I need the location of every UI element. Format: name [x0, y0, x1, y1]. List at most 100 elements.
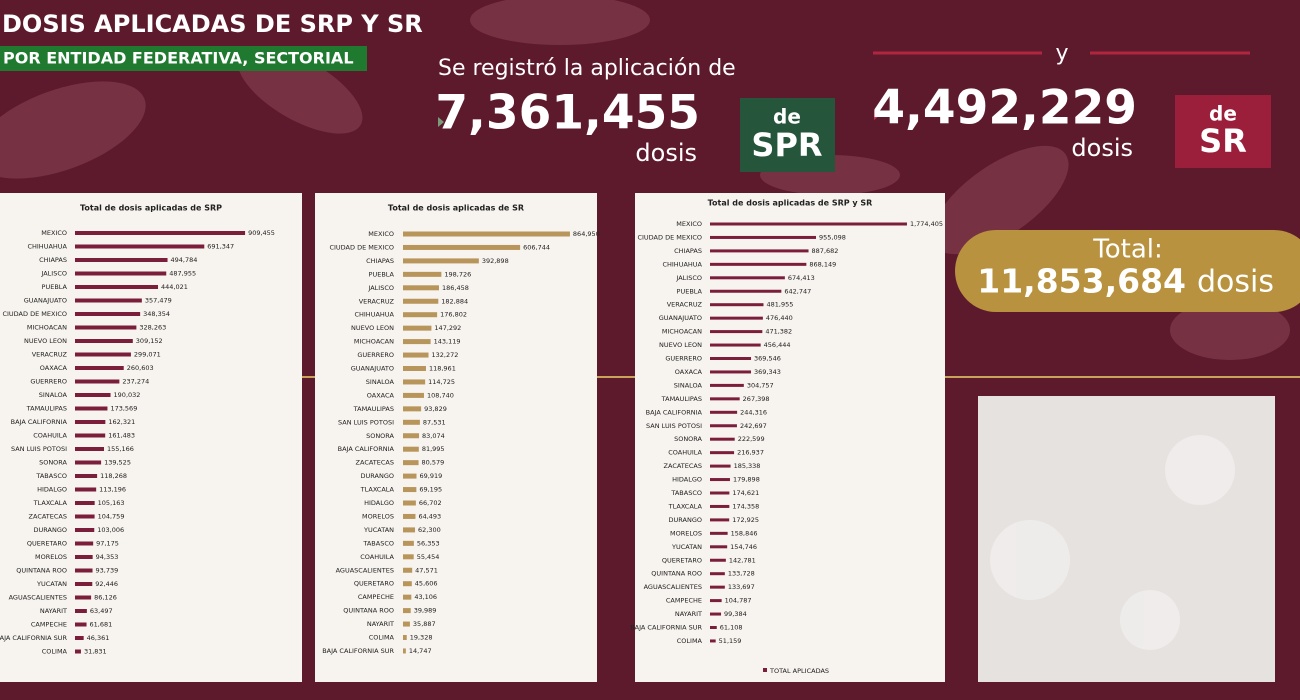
bar [710, 397, 740, 401]
value-label: 179,898 [733, 476, 760, 484]
srp-unit: dosis [635, 139, 697, 167]
bar [710, 558, 726, 562]
value-label: 357,479 [145, 297, 172, 305]
badge-de: de [1209, 102, 1237, 126]
bar [710, 262, 807, 266]
category-label: MEXICO [676, 220, 702, 228]
arrow [438, 117, 444, 127]
bar [403, 487, 417, 493]
chart-panel [635, 193, 945, 682]
bar [710, 289, 782, 293]
value-label: 242,697 [740, 422, 767, 430]
category-label: SAN LUIS POTOSI [646, 422, 702, 430]
value-label: 328,263 [139, 324, 166, 332]
value-label: 104,759 [98, 513, 125, 521]
bar [710, 370, 751, 374]
value-label: 155,166 [107, 445, 134, 453]
bar [75, 433, 106, 438]
bar [403, 392, 424, 398]
bar [75, 258, 168, 262]
value-label: 19,328 [410, 634, 433, 642]
value-label: 299,071 [134, 351, 161, 359]
category-label: JALISCO [675, 274, 702, 282]
bar [710, 504, 730, 508]
bar [75, 312, 141, 316]
category-label: AGUASCALIENTES [644, 583, 702, 591]
category-label: JALISCO [40, 270, 67, 278]
value-label: 61,108 [720, 624, 743, 632]
bar [75, 609, 87, 613]
bar [403, 339, 431, 345]
category-label: VERACRUZ [32, 351, 68, 359]
value-label: 104,787 [725, 597, 752, 605]
sr-badge [1175, 95, 1271, 168]
category-label: QUINTANA ROO [343, 607, 394, 615]
bar [710, 464, 731, 468]
category-label: TLAXCALA [668, 502, 703, 510]
category-label: SAN LUIS POTOSI [338, 418, 394, 426]
bar [403, 231, 570, 237]
value-label: 260,603 [127, 364, 154, 372]
value-label: 190,032 [114, 391, 141, 399]
category-label: COAHUILA [360, 553, 394, 561]
bar [75, 271, 167, 276]
category-label: CHIHUAHUA [662, 260, 702, 268]
bar [403, 285, 439, 291]
category-label: GUANAJUATO [24, 297, 67, 305]
value-label: 133,728 [728, 570, 755, 578]
category-label: SONORA [674, 435, 702, 443]
category-label: COAHUILA [33, 432, 67, 440]
category-label: CHIAPAS [39, 256, 67, 264]
chart-title: Total de dosis aplicadas de SRP [80, 204, 222, 213]
value-label: 80,579 [422, 459, 445, 467]
bar [75, 555, 93, 559]
value-label: 392,898 [482, 257, 509, 265]
category-label: CAMPECHE [666, 597, 702, 605]
category-label: COAHUILA [668, 449, 702, 457]
bar [75, 406, 108, 411]
bar [403, 567, 413, 573]
connector: y [1055, 41, 1068, 66]
value-label: 182,884 [441, 297, 468, 305]
bar [710, 303, 764, 307]
value-label: 444,021 [161, 283, 188, 291]
value-label: 161,483 [108, 432, 135, 440]
category-label: NAYARIT [675, 610, 702, 618]
value-label: 174,621 [732, 489, 759, 497]
bar [75, 514, 95, 519]
category-label: COLIMA [369, 634, 395, 642]
bar [75, 487, 97, 492]
bar [403, 621, 410, 627]
value-label: 304,757 [747, 381, 774, 389]
category-label: PUEBLA [677, 287, 703, 295]
category-label: BAJA CALIFORNIA SUR [322, 647, 394, 655]
value-label: 45,606 [415, 580, 438, 588]
value-label: 93,829 [424, 405, 447, 413]
value-label: 55,454 [417, 553, 440, 561]
value-label: 674,413 [788, 274, 815, 282]
value-label: 216,937 [737, 449, 764, 457]
value-label: 93,739 [96, 567, 119, 575]
value-label: 154,746 [730, 543, 757, 551]
total-label: Total: [1092, 235, 1162, 265]
category-label: CIUDAD DE MEXICO [2, 310, 67, 318]
value-label: 244,316 [740, 408, 767, 416]
bar [403, 527, 416, 533]
bar [403, 271, 442, 277]
category-label: BAJA CALIFORNIA SUR [0, 634, 67, 642]
bar [75, 339, 133, 343]
bar [710, 343, 761, 347]
value-label: 14,747 [409, 647, 432, 655]
total-unit: dosis [1197, 265, 1274, 300]
category-label: YUCATAN [36, 580, 67, 588]
bar [403, 244, 521, 250]
category-label: TABASCO [35, 472, 67, 480]
title: DOSIS APLICADAS DE SRP Y SR [2, 10, 423, 38]
bar [403, 635, 407, 640]
bar [75, 595, 92, 600]
value-label: 83,074 [422, 432, 445, 440]
bar [75, 325, 137, 330]
bar [710, 276, 785, 280]
category-label: QUINTANA ROO [16, 567, 67, 575]
